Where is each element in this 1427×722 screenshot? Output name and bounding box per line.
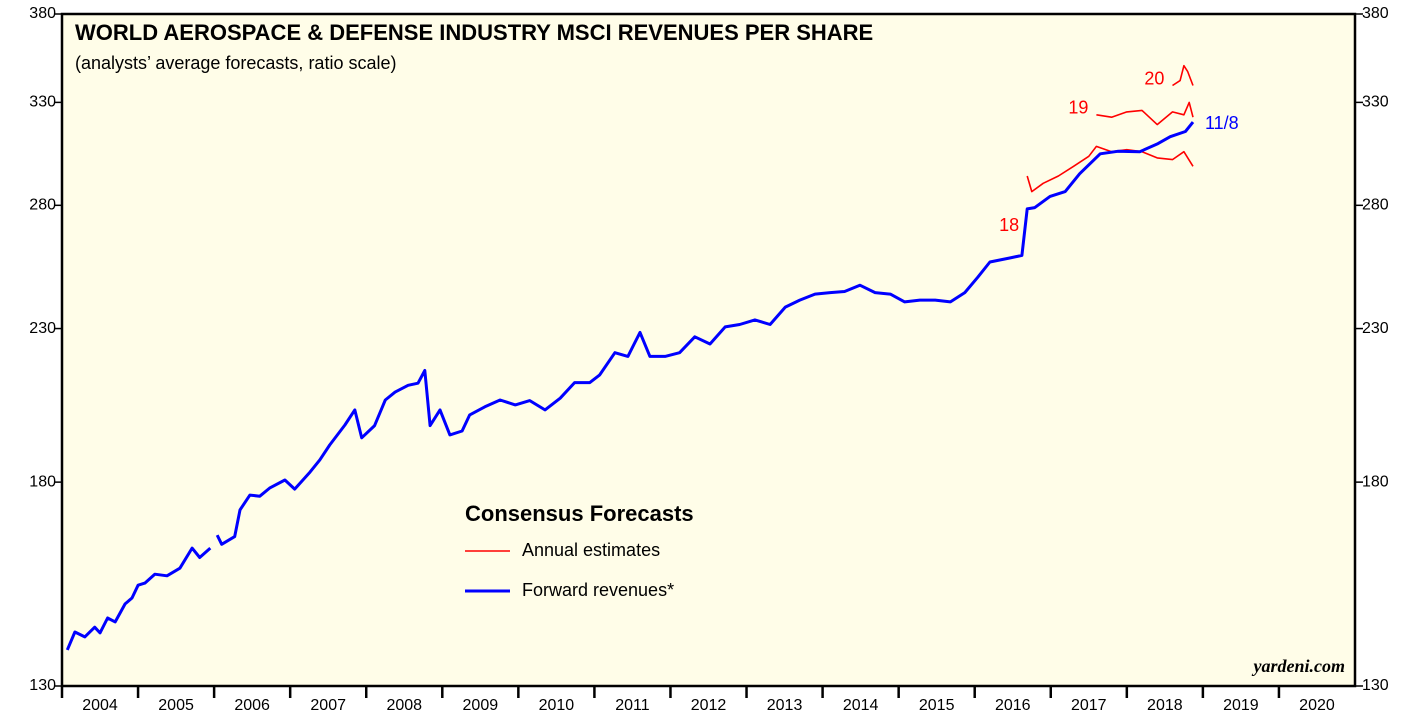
x-tick-label: 2008 (386, 697, 422, 714)
series-label: 18 (999, 215, 1019, 235)
series-line (1172, 64, 1194, 87)
y-tick-label: 280 (29, 197, 56, 214)
chart-title: WORLD AEROSPACE & DEFENSE INDUSTRY MSCI … (75, 20, 873, 45)
y2-tick-label: 380 (1362, 5, 1389, 22)
y-tick-label: 330 (29, 94, 56, 111)
x-tick-label: 2014 (843, 697, 879, 714)
legend-title: Consensus Forecasts (465, 501, 694, 526)
series-label: 11/8 (1205, 113, 1239, 133)
x-tick-label: 2016 (995, 697, 1031, 714)
x-tick-label: 2017 (1071, 697, 1107, 714)
x-tick-label: 2012 (691, 697, 727, 714)
y-tick-label: 230 (29, 320, 56, 337)
x-tick-label: 2009 (463, 697, 499, 714)
x-tick-label: 2020 (1299, 697, 1335, 714)
x-tick-label: 2019 (1223, 697, 1259, 714)
x-tick-label: 2005 (158, 697, 194, 714)
y2-tick-label: 280 (1362, 197, 1389, 214)
y2-tick-label: 230 (1362, 320, 1389, 337)
x-tick-label: 2015 (919, 697, 955, 714)
y2-tick-label: 330 (1362, 94, 1389, 111)
y-tick-label: 180 (29, 473, 56, 490)
series-line (1096, 101, 1194, 126)
x-tick-label: 2010 (539, 697, 575, 714)
y-tick-label: 130 (29, 677, 56, 694)
x-tick-label: 2018 (1147, 697, 1183, 714)
x-tick-label: 2006 (234, 697, 270, 714)
x-tick-label: 2004 (82, 697, 118, 714)
series-label: 19 (1068, 98, 1088, 118)
x-tick-label: 2007 (310, 697, 346, 714)
x-tick-label: 2013 (767, 697, 803, 714)
source: yardeni.com (1252, 656, 1346, 676)
series-line (65, 121, 1195, 651)
plot-background (62, 14, 1355, 686)
y2-tick-label: 130 (1362, 677, 1389, 694)
legend-label: Annual estimates (522, 540, 660, 560)
chart-subtitle: (analysts’ average forecasts, ratio scal… (75, 53, 396, 73)
y-tick-label: 380 (29, 5, 56, 22)
plot-frame (60, 12, 1357, 688)
y2-tick-label: 180 (1362, 473, 1389, 490)
x-tick-label: 2011 (615, 697, 650, 714)
legend-label: Forward revenues* (522, 580, 674, 600)
series-line (1026, 145, 1194, 193)
series-label: 20 (1144, 68, 1164, 88)
